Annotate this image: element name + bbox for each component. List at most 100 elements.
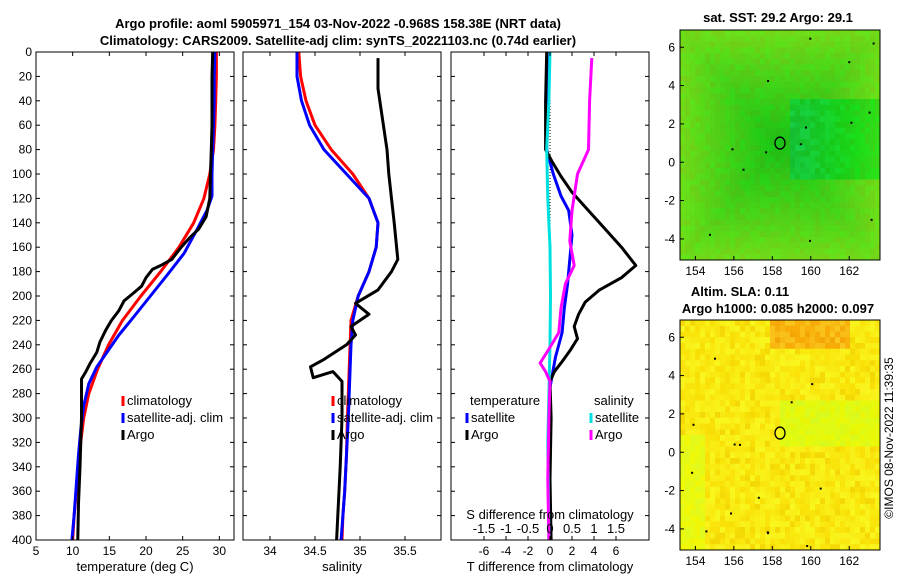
heatmap-cell [745, 104, 751, 111]
heatmap-cell [720, 76, 726, 83]
heatmap-cell [755, 248, 761, 255]
heatmap-cell [870, 196, 876, 203]
heatmap-cell [690, 208, 696, 215]
heatmap-cell [745, 406, 751, 413]
heatmap-cell [870, 185, 876, 192]
heatmap-cell [735, 116, 741, 123]
heatmap-cell [805, 371, 811, 378]
heatmap-cell [835, 486, 841, 493]
heatmap-cell [875, 150, 881, 157]
heatmap-cell [865, 116, 871, 123]
heatmap-cell [690, 337, 696, 344]
heatmap-cell [725, 219, 731, 226]
heatmap-cell [730, 354, 736, 361]
heatmap-cell [695, 406, 701, 413]
heatmap-cell [830, 515, 836, 522]
heatmap-cell [830, 366, 836, 373]
heatmap-cell [735, 492, 741, 499]
heatmap-cell [830, 417, 836, 424]
heatmap-cell [820, 219, 826, 226]
heatmap-cell [715, 475, 721, 482]
heatmap-cell [870, 76, 876, 83]
heatmap-cell [865, 492, 871, 499]
heatmap-cell [810, 116, 816, 123]
heatmap-cell [710, 116, 716, 123]
heatmap-cell [850, 225, 856, 232]
heatmap-cell [715, 377, 721, 384]
heatmap-cell [740, 145, 746, 152]
heatmap-cell [780, 162, 786, 169]
heatmap-cell [820, 446, 826, 453]
x-tick-label: 0 [547, 544, 554, 558]
heatmap-cell [760, 440, 766, 447]
heatmap-cell [820, 325, 826, 332]
heatmap-cell [830, 360, 836, 367]
heatmap-cell [805, 498, 811, 505]
heatmap-cell [775, 325, 781, 332]
heatmap-cell [720, 371, 726, 378]
heatmap-cell [680, 481, 686, 488]
heatmap-cell [770, 527, 776, 534]
heatmap-cell [850, 486, 856, 493]
heatmap-cell [785, 371, 791, 378]
heatmap-cell [825, 337, 831, 344]
heatmap-cell [815, 231, 821, 238]
land-speck [868, 111, 871, 114]
heatmap-cell [735, 110, 741, 117]
heatmap-cell [845, 394, 851, 401]
heatmap-cell [725, 214, 731, 221]
heatmap-cell [785, 538, 791, 545]
heatmap-cell [710, 58, 716, 65]
heatmap-cell [840, 76, 846, 83]
heatmap-cell [875, 504, 881, 511]
heatmap-cell [840, 248, 846, 255]
heatmap-cell [755, 360, 761, 367]
heatmap-cell [800, 162, 806, 169]
heatmap-cell [830, 371, 836, 378]
heatmap-cell [865, 47, 871, 54]
heatmap-cell [850, 196, 856, 203]
heatmap-cell [805, 76, 811, 83]
heatmap-cell [835, 521, 841, 528]
heatmap-cell [865, 156, 871, 163]
heatmap-cell [700, 481, 706, 488]
heatmap-cell [875, 532, 881, 539]
heatmap-cell [745, 76, 751, 83]
heatmap-cell [835, 544, 841, 551]
heatmap-cell [875, 191, 881, 198]
heatmap-cell [840, 498, 846, 505]
heatmap-cell [830, 214, 836, 221]
heatmap-cell [760, 429, 766, 436]
heatmap-cell [685, 133, 691, 140]
heatmap-cell [800, 343, 806, 350]
heatmap-cell [760, 377, 766, 384]
heatmap-cell [850, 320, 856, 327]
heatmap-cell [780, 371, 786, 378]
heatmap-cell [875, 127, 881, 134]
heatmap-cell [870, 237, 876, 244]
heatmap-cell [825, 389, 831, 396]
heatmap-cell [875, 366, 881, 373]
heatmap-cell [690, 331, 696, 338]
heatmap-cell [850, 498, 856, 505]
heatmap-cell [865, 104, 871, 111]
heatmap-cell [875, 400, 881, 407]
heatmap-cell [875, 30, 881, 37]
heatmap-cell [830, 231, 836, 238]
heatmap-cell [715, 371, 721, 378]
heatmap-cell [735, 30, 741, 37]
series-line-satellite-adj-clim [295, 52, 380, 541]
heatmap-cell [730, 58, 736, 65]
heatmap-cell [790, 64, 796, 71]
heatmap-cell [705, 532, 711, 539]
heatmap-cell [850, 139, 856, 146]
heatmap-cell [830, 41, 836, 48]
heatmap-cell [805, 394, 811, 401]
heatmap-cell [720, 515, 726, 522]
heatmap-cell [730, 521, 736, 528]
heatmap-cell [765, 325, 771, 332]
x-tick-label: 25 [176, 544, 190, 558]
heatmap-cell [830, 133, 836, 140]
heatmap-cell [695, 162, 701, 169]
heatmap-cell [875, 104, 881, 111]
